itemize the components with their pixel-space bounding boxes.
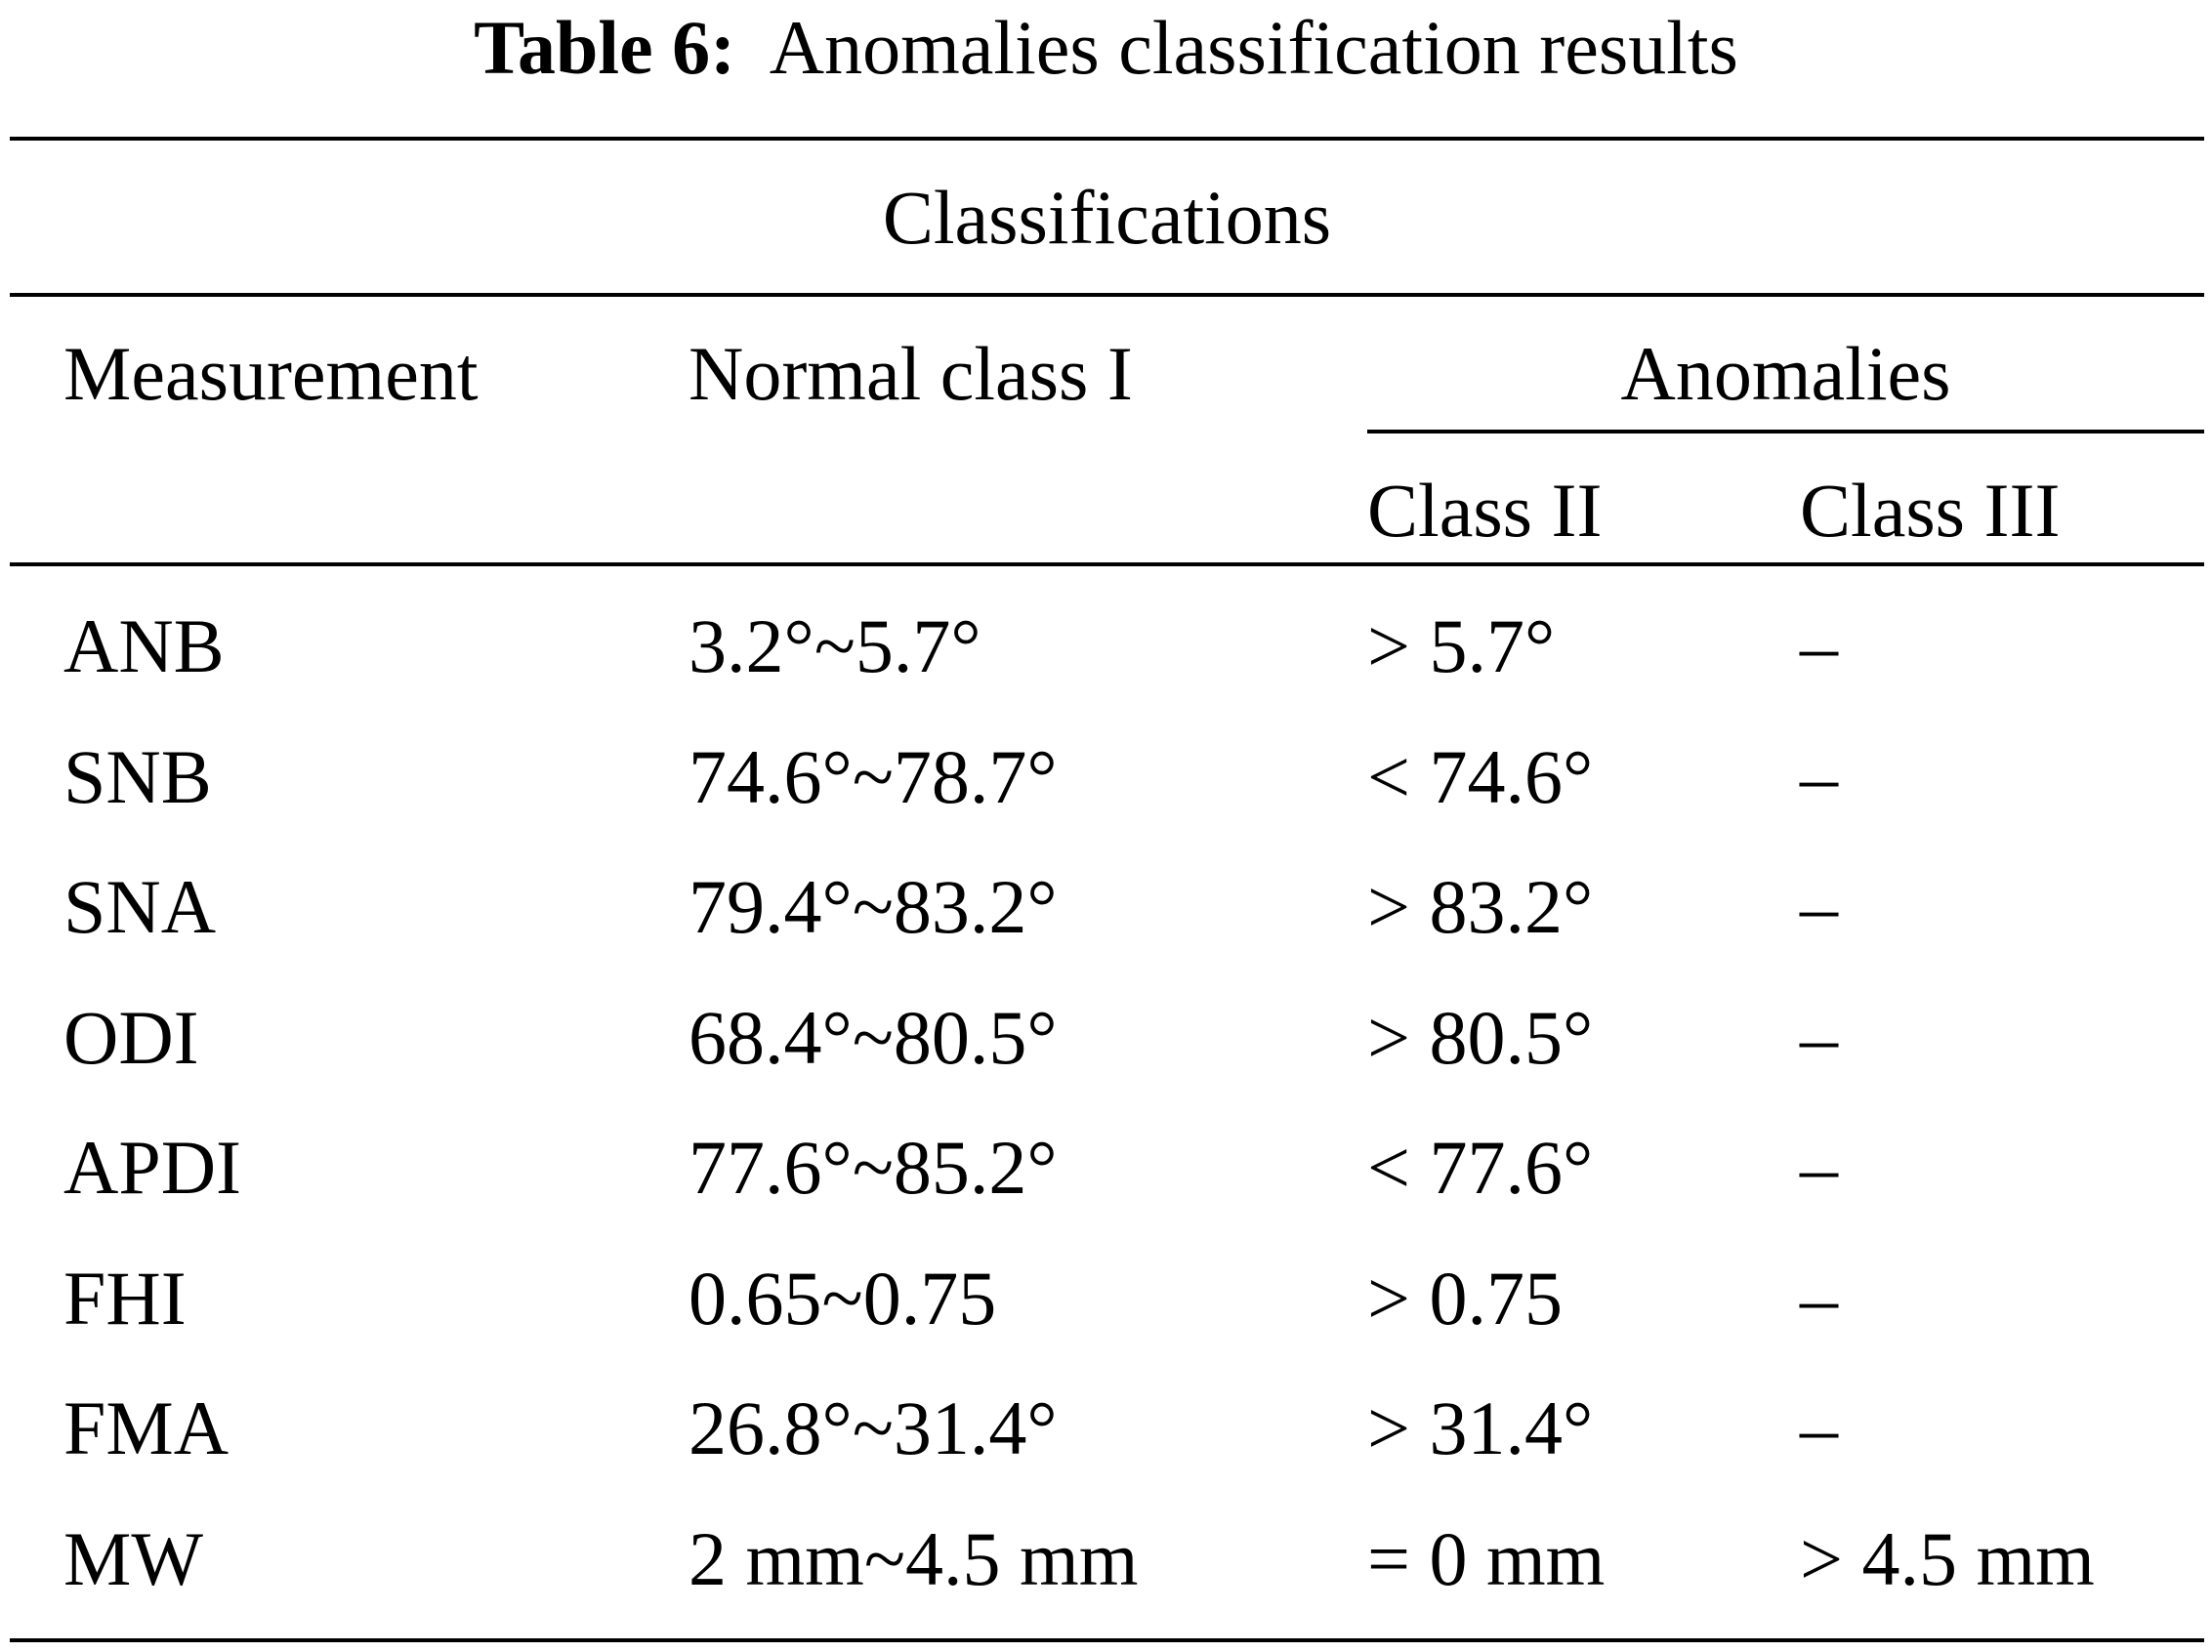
anomalies-rule (1367, 430, 2204, 434)
cell-class2: > 5.7° (1367, 603, 1556, 688)
cell-normal: 79.4°~83.2° (689, 864, 1058, 949)
column-header-class2: Class II (1367, 468, 1603, 553)
header-rule (10, 293, 2204, 297)
cell-normal: 26.8°~31.4° (689, 1385, 1058, 1470)
cell-measurement: FHI (63, 1256, 187, 1341)
table-title: Anomalies classification results (769, 5, 1738, 90)
cell-class2: < 74.6° (1367, 734, 1594, 819)
cell-class3: – (1800, 1385, 1838, 1470)
cell-class2: > 83.2° (1367, 864, 1594, 949)
cell-class2: > 80.5° (1367, 995, 1594, 1080)
classifications-header: Classifications (882, 175, 1332, 260)
column-header-class3: Class III (1800, 468, 2061, 553)
cell-class2: > 31.4° (1367, 1385, 1594, 1470)
bottom-rule (10, 1638, 2204, 1642)
cell-normal: 77.6°~85.2° (689, 1125, 1058, 1210)
cell-class2: = 0 mm (1367, 1516, 1606, 1601)
cell-measurement: ODI (63, 995, 199, 1080)
cell-normal: 68.4°~80.5° (689, 995, 1058, 1080)
column-header-measurement: Measurement (63, 331, 479, 416)
cell-class3: – (1800, 995, 1838, 1080)
cell-measurement: SNB (63, 734, 212, 819)
column-header-anomalies: Anomalies (1620, 331, 1951, 416)
cell-class3: – (1800, 1256, 1838, 1341)
cell-class3: > 4.5 mm (1800, 1516, 2095, 1601)
cell-measurement: APDI (63, 1125, 242, 1210)
cell-normal: 3.2°~5.7° (689, 603, 981, 688)
cell-normal: 0.65~0.75 (689, 1256, 997, 1341)
cell-class2: > 0.75 (1367, 1256, 1563, 1341)
cell-measurement: FMA (63, 1385, 230, 1470)
table-number: Table 6: (474, 5, 736, 90)
cell-class2: < 77.6° (1367, 1125, 1594, 1210)
cell-normal: 2 mm~4.5 mm (689, 1516, 1139, 1601)
body-rule (10, 562, 2204, 566)
cell-class3: – (1800, 603, 1838, 688)
cell-class3: – (1800, 864, 1838, 949)
cell-measurement: ANB (63, 603, 225, 688)
table-caption: Table 6: Anomalies classification result… (0, 4, 2212, 92)
cell-measurement: MW (63, 1516, 203, 1601)
cell-measurement: SNA (63, 864, 217, 949)
column-header-normal: Normal class I (689, 331, 1133, 416)
cell-normal: 74.6°~78.7° (689, 734, 1058, 819)
top-rule (10, 137, 2204, 141)
cell-class3: – (1800, 734, 1838, 819)
cell-class3: – (1800, 1125, 1838, 1210)
